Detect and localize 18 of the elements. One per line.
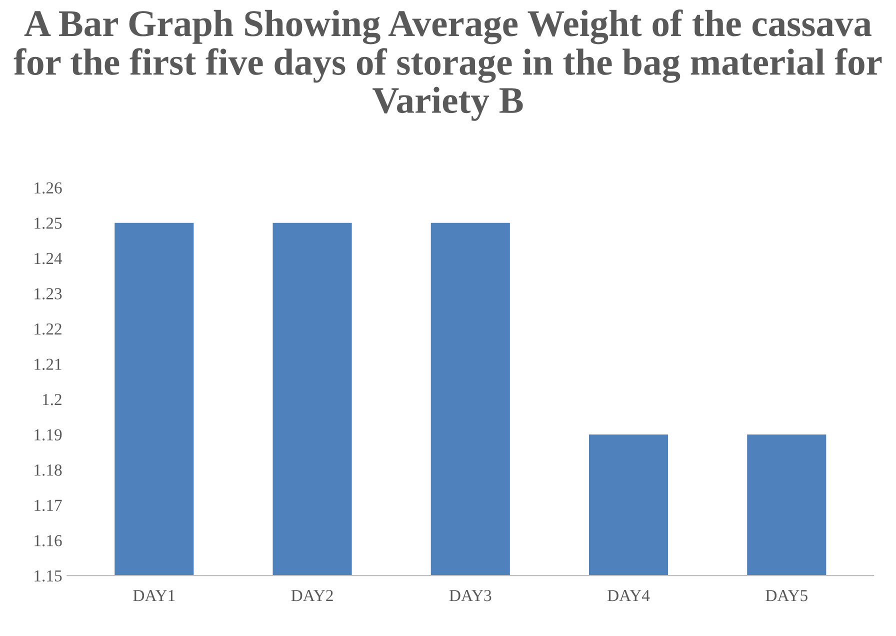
y-tick-label: 1.22 bbox=[34, 323, 62, 335]
y-tick-label: 1.19 bbox=[34, 429, 62, 441]
x-tick-label: DAY5 bbox=[766, 590, 808, 602]
y-tick-label: 1.21 bbox=[34, 358, 62, 370]
y-tick-label: 1.23 bbox=[34, 288, 62, 300]
y-tick-label: 1.16 bbox=[34, 535, 62, 546]
y-tick-label: 1.18 bbox=[34, 464, 62, 476]
x-tick-label: DAY2 bbox=[291, 590, 333, 602]
x-tick-label: DAY1 bbox=[133, 590, 175, 602]
chart-title: A Bar Graph Showing Average Weight of the cassava for the first five days of storage in the bag material for Variety B bbox=[14, 10, 882, 121]
y-tick-label: 1.17 bbox=[34, 500, 62, 512]
y-tick-label: 1.26 bbox=[34, 182, 62, 194]
y-tick-label: 1.24 bbox=[34, 252, 62, 264]
x-tick-label: DAY3 bbox=[449, 590, 492, 602]
y-tick-label: 1.15 bbox=[34, 570, 62, 582]
y-tick-label: 1.2 bbox=[42, 394, 62, 406]
y-tick-label: 1.25 bbox=[34, 218, 62, 229]
x-tick-label: DAY4 bbox=[608, 590, 650, 602]
